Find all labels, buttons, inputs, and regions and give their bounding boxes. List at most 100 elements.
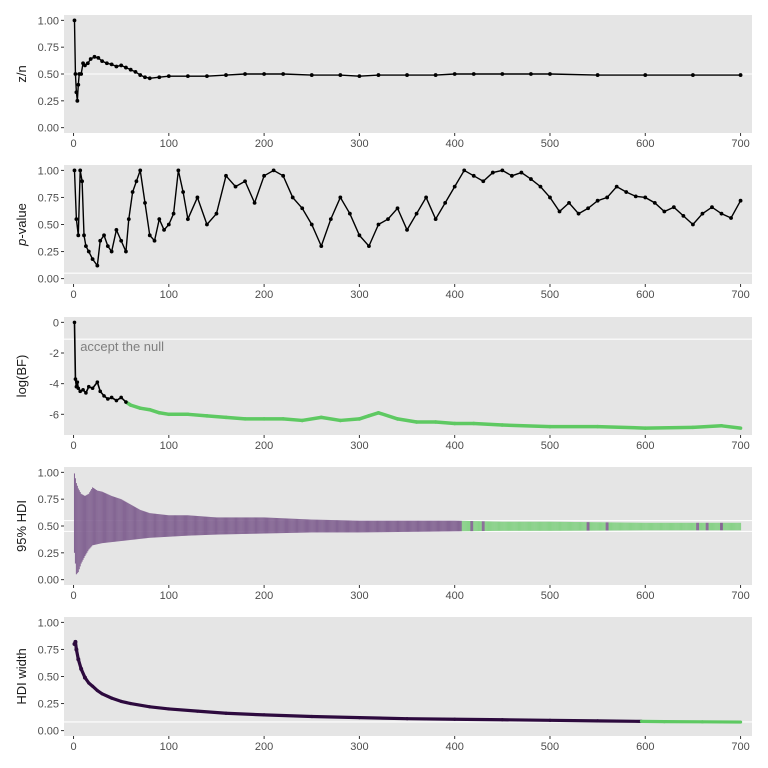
data-point [262,72,267,76]
y-tick-label: 0.25 [38,699,59,711]
series-segment [100,692,114,700]
data-point [72,18,77,23]
series-segment [281,417,304,423]
data-point [452,72,457,76]
data-point [481,179,486,184]
data-point [83,63,87,68]
x-tick-label: 500 [541,289,559,301]
x-tick-label: 500 [541,138,559,150]
y-tick-label: 0.50 [38,69,59,81]
data-point [243,72,247,76]
x-tick-label: 700 [731,138,749,150]
x-tick-label: 100 [160,289,178,301]
y-tick-label: 0.75 [38,644,59,656]
data-point [102,233,106,238]
x-tick-label: 600 [636,440,654,452]
data-point [84,244,88,249]
y-tick-label: 1.00 [38,165,59,177]
annotation-accept-null: accept the null [80,339,164,354]
data-point [471,173,476,178]
data-point [309,222,314,227]
x-tick-label: 200 [255,590,273,602]
data-point [595,198,600,203]
data-point [76,233,81,238]
data-point [128,67,133,72]
data-point [357,74,362,79]
x-tick-label: 200 [255,289,273,301]
data-point [328,217,333,221]
data-point [643,195,648,200]
data-point [738,198,743,203]
data-point [114,64,119,69]
data-point [214,211,219,216]
x-tick-label: 400 [446,138,464,150]
x-tick-label: 700 [731,741,749,753]
y-tick-label: 0.75 [38,192,59,204]
data-point [74,90,79,95]
data-point [691,222,695,227]
panel-background [64,317,752,435]
y-tick-label: 1.00 [38,617,59,629]
x-tick-label: 500 [541,440,559,452]
x-tick-label: 500 [541,741,559,753]
data-point [338,73,343,77]
data-point [557,209,562,214]
data-point [471,72,476,76]
data-point [100,59,105,64]
x-tick-label: 0 [70,138,76,150]
series-segment [224,711,266,717]
data-point [124,400,128,404]
y-tick-label: 0.75 [38,42,59,54]
data-point [529,72,533,76]
data-point [271,168,276,173]
data-point [126,217,131,221]
data-point [74,647,79,652]
data-point [105,244,110,249]
data-point [185,74,190,79]
series-segment [376,411,400,421]
series-segment [205,414,228,420]
series-segment [195,709,228,715]
y-tick-label: 0.50 [38,521,59,533]
data-point [500,72,505,76]
data-point [319,244,324,249]
x-tick-label: 300 [350,741,368,753]
data-point [152,238,157,243]
data-point [205,222,209,227]
data-point [157,75,162,80]
data-point [81,387,85,392]
data-point [281,72,286,76]
data-point [395,206,400,211]
data-point [86,249,91,254]
data-point [134,179,139,184]
data-point [130,190,135,194]
y-axis-title: log(BF) [14,355,29,398]
y-tick-label: 0.25 [38,96,59,108]
data-point [719,211,724,216]
data-point [84,391,88,395]
data-point [92,54,97,59]
series-segment [319,415,343,423]
series-segment [500,718,552,722]
data-point [281,173,286,178]
x-tick-label: 100 [160,741,178,753]
data-point [90,386,95,391]
data-point [73,377,78,381]
data-point [405,228,409,232]
x-tick-label: 100 [160,590,178,602]
y-axis-title-italic: p [14,239,29,247]
x-tick-label: 700 [731,440,749,452]
series-segment [595,424,648,430]
data-point [74,217,79,221]
y-tick-label: 0.00 [38,274,59,286]
data-point [519,170,524,175]
data-point [290,195,295,200]
data-point [114,228,119,232]
data-point [614,184,619,189]
data-point [176,168,181,173]
series-segment [548,718,600,723]
data-point [166,222,171,227]
y-tick-label: 0.75 [38,494,59,506]
data-point [643,73,648,77]
data-point [662,209,667,214]
